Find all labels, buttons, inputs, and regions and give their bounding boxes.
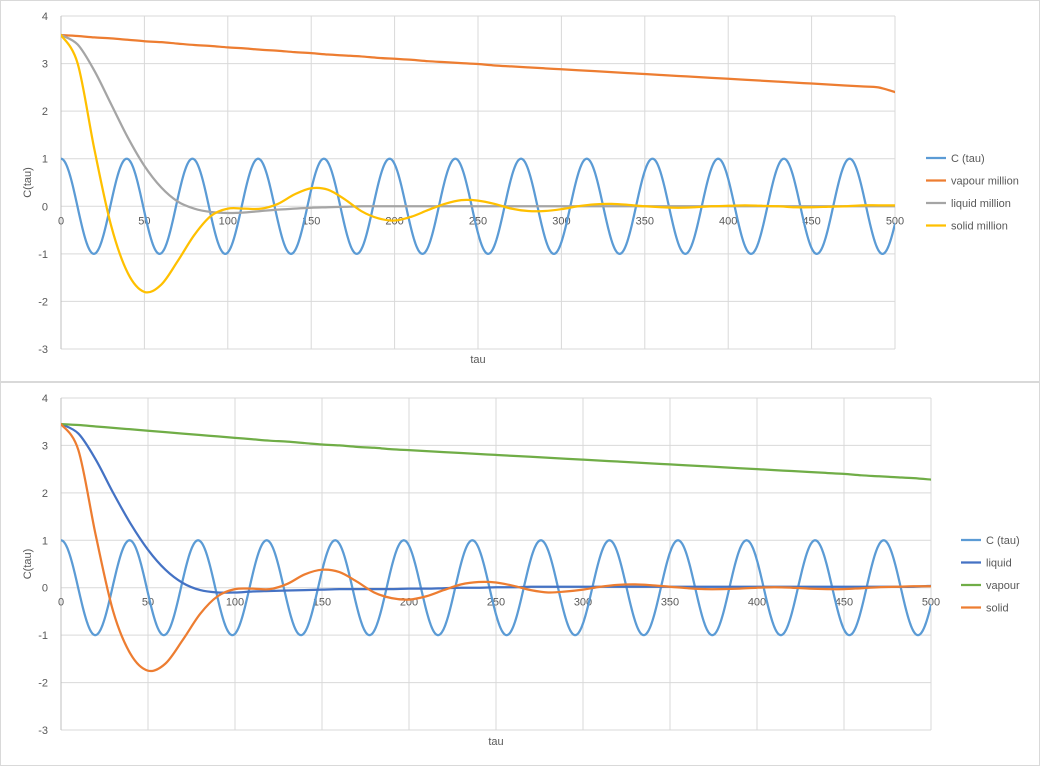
y-tick-label: 4 <box>42 11 48 23</box>
y-axis-title: C(tau) <box>22 167 34 198</box>
series-line-solid-million <box>61 33 895 294</box>
y-tick-label: 0 <box>42 201 48 213</box>
legend: C (tau) vapour million liquid million solid… <box>926 153 1019 233</box>
series-line-c-tau <box>61 539 931 637</box>
x-axis-title: tau <box>488 736 503 748</box>
x-tick-label: 350 <box>636 215 654 227</box>
x-tick-label: 350 <box>661 597 679 609</box>
legend-entry-c-tau: C (tau) <box>951 153 985 165</box>
y-tick-label: 2 <box>42 106 48 118</box>
x-tick-label: 150 <box>313 597 331 609</box>
legend-entry-liquid: liquid <box>986 558 1012 570</box>
chart-panel-bottom: 4 3 2 1 0 -1 -2 -3 0 50 100 150 200 250 300 350 400 450 50… <box>0 382 1040 766</box>
legend-entry-liquid-million: liquid million <box>951 198 1011 210</box>
x-tick-label: 100 <box>219 215 237 227</box>
series-line-vapour <box>61 422 931 481</box>
legend-entry-vapour-million: vapour million <box>951 176 1019 188</box>
legend: C (tau) liquid vapour solid <box>961 535 1020 615</box>
gridlines <box>61 397 932 731</box>
x-tick-label: 450 <box>835 597 853 609</box>
series-line-vapour-million <box>61 33 895 94</box>
y-tick-label: 4 <box>42 393 48 405</box>
y-tick-label: 1 <box>42 535 48 547</box>
x-tick-label: 250 <box>469 215 487 227</box>
y-tick-label: -3 <box>38 725 48 737</box>
gridlines <box>61 15 896 350</box>
y-tick-label: -2 <box>38 296 48 308</box>
x-tick-label: 250 <box>487 597 505 609</box>
y-tick-label: 2 <box>42 488 48 500</box>
x-axis-title: tau <box>470 354 485 366</box>
y-axis-title: C(tau) <box>22 549 34 580</box>
x-tick-label: 0 <box>58 597 64 609</box>
x-tick-label: 500 <box>886 215 904 227</box>
x-tick-label: 100 <box>226 597 244 609</box>
chart-panel-top: 4 3 2 1 0 -1 -2 -3 0 50 100 150 200 250 300 350 400 450 50… <box>0 0 1040 382</box>
x-tick-label: 450 <box>802 215 820 227</box>
y-tick-label: 3 <box>42 440 48 452</box>
y-tick-label: -1 <box>38 249 48 261</box>
legend-entry-vapour: vapour <box>986 580 1020 592</box>
x-tick-label: 400 <box>719 215 737 227</box>
x-tick-label: 500 <box>922 597 940 609</box>
series-line-solid <box>61 422 931 673</box>
x-tick-label: 150 <box>302 215 320 227</box>
x-tick-label: 400 <box>748 597 766 609</box>
y-tick-label: -1 <box>38 630 48 642</box>
legend-entry-solid-million: solid million <box>951 221 1008 233</box>
y-tick-label: -3 <box>38 344 48 356</box>
series-line-c-tau <box>61 157 895 255</box>
x-tick-label: 0 <box>58 215 64 227</box>
y-tick-label: 3 <box>42 59 48 71</box>
y-tick-label: 0 <box>42 583 48 595</box>
y-tick-label: -2 <box>38 678 48 690</box>
y-tick-label: 1 <box>42 154 48 166</box>
legend-entry-c-tau: C (tau) <box>986 535 1020 547</box>
legend-entry-solid: solid <box>986 603 1009 615</box>
